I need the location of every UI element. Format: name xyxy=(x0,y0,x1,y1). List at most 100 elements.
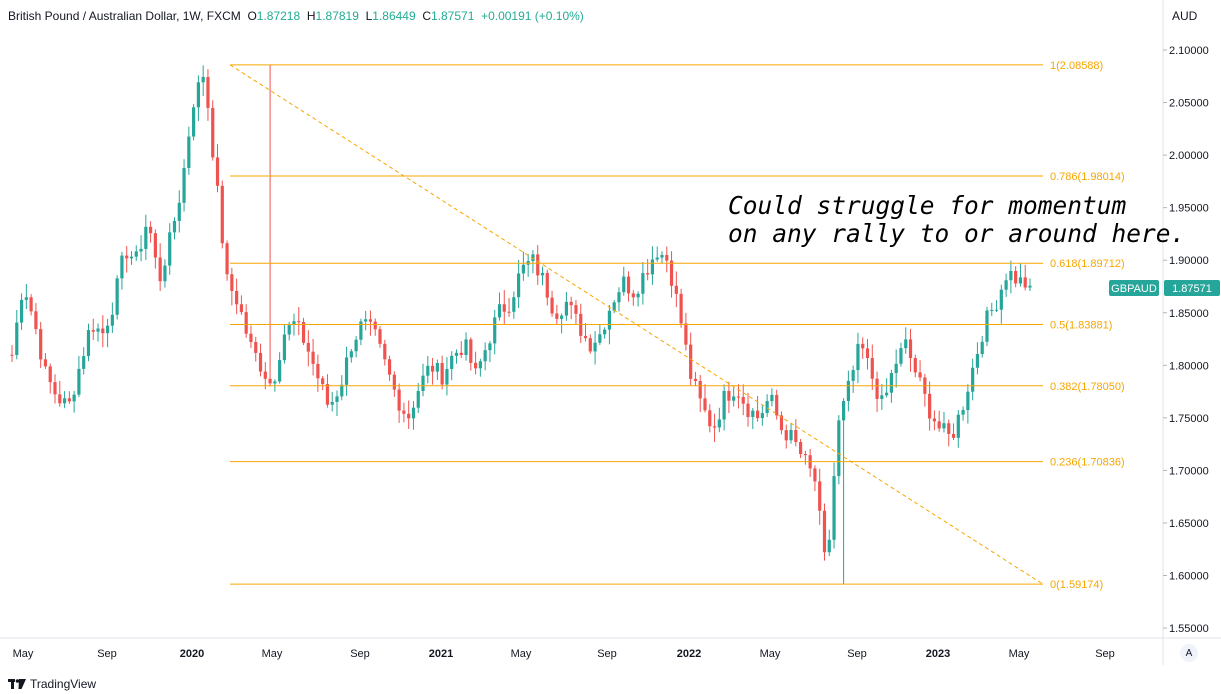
price-tag-price: 1.87571 xyxy=(1172,283,1212,295)
candle-body xyxy=(497,304,502,318)
candle-body xyxy=(120,255,124,279)
low-value: 1.86449 xyxy=(372,9,416,23)
candle-body xyxy=(631,293,635,298)
candle-body xyxy=(359,321,363,340)
candle-body xyxy=(918,372,922,378)
candle-body xyxy=(517,273,521,298)
candle-body xyxy=(86,330,91,357)
candle-body xyxy=(971,367,975,392)
candle-body xyxy=(846,380,850,402)
candle-body xyxy=(512,297,516,312)
candle-body xyxy=(301,322,306,343)
candle-body xyxy=(755,410,760,419)
price-tag-symbol: GBPAUD xyxy=(1111,283,1157,295)
candle-body xyxy=(889,373,893,393)
candle-body xyxy=(163,265,167,282)
time-tick-label: 2021 xyxy=(429,648,453,660)
candle-body xyxy=(316,363,320,379)
candle-body xyxy=(297,321,301,323)
candle-body xyxy=(521,264,525,274)
candle-body xyxy=(368,319,373,322)
candle-body xyxy=(966,391,970,411)
candle-body xyxy=(416,390,420,408)
candle-body xyxy=(842,401,846,421)
tradingview-logo-icon xyxy=(8,678,26,689)
candle-body xyxy=(426,365,430,376)
candle-body xyxy=(115,278,119,315)
tradingview-brand[interactable]: TradingView xyxy=(8,677,96,691)
candle-body xyxy=(187,136,191,168)
candle-body xyxy=(593,342,597,352)
candle-body xyxy=(101,328,105,334)
candle-body xyxy=(273,381,277,384)
candle-body xyxy=(153,233,157,258)
candle-body xyxy=(722,390,726,420)
candle-body xyxy=(24,297,28,300)
candle-body xyxy=(1009,270,1013,281)
candle-body xyxy=(736,396,741,398)
candle-body xyxy=(220,185,224,244)
candle-body xyxy=(665,254,669,261)
candle-body xyxy=(703,398,707,411)
candle-body xyxy=(172,220,177,233)
candle-body xyxy=(278,360,282,382)
candle-body xyxy=(239,304,244,313)
high-value: 1.87819 xyxy=(315,9,359,23)
candle-body xyxy=(62,398,67,404)
symbol-title: British Pound / Australian Dollar, 1W, F… xyxy=(8,9,241,23)
auto-scale-button[interactable]: A xyxy=(1180,644,1198,662)
candle-body xyxy=(450,355,454,369)
candle-body xyxy=(311,351,315,364)
candle-body xyxy=(82,356,86,369)
candle-body xyxy=(636,293,640,298)
candle-body xyxy=(765,401,769,414)
candle-body xyxy=(975,353,980,368)
time-tick-label: May xyxy=(13,648,34,660)
candle-body xyxy=(646,273,650,275)
candle-body xyxy=(569,301,573,306)
candle-body xyxy=(894,363,898,374)
candle-body xyxy=(225,243,229,275)
low-label: L xyxy=(365,9,373,23)
fib-level-label: 0(1.59174) xyxy=(1050,579,1103,591)
candle-body xyxy=(856,343,860,371)
price-tag-price-bg xyxy=(1164,280,1220,296)
price-axis: 2.10000 2.05000 2.00000 1.95000 1.90000 1.850… xyxy=(1163,45,1209,635)
candle-body xyxy=(999,289,1003,310)
candle-body xyxy=(803,453,807,456)
candle-body xyxy=(158,257,162,282)
time-tick-label: 2022 xyxy=(677,648,701,660)
candle-body xyxy=(454,352,459,356)
close-label: C xyxy=(422,9,431,23)
candle-body xyxy=(397,389,401,411)
fib-level-label: 0.618(1.89712) xyxy=(1050,258,1125,270)
candle-body xyxy=(387,359,392,375)
candle-body xyxy=(282,334,287,361)
candle-body xyxy=(674,285,678,294)
candle-body xyxy=(741,396,745,404)
candle-body xyxy=(254,342,258,353)
candle-body xyxy=(149,226,153,234)
candle-body xyxy=(488,343,492,351)
price-tick-label: 2.10000 xyxy=(1169,45,1209,57)
candle-body xyxy=(712,426,717,428)
candle-body xyxy=(473,362,478,369)
candle-body xyxy=(211,107,215,158)
candle-body xyxy=(321,378,325,385)
candle-body xyxy=(536,254,540,276)
price-tick-label: 1.60000 xyxy=(1169,571,1209,583)
candle-body xyxy=(555,313,559,319)
candle-body xyxy=(292,321,296,326)
currency-label: AUD xyxy=(1172,9,1198,23)
candle-body xyxy=(865,348,870,359)
fib-level-label: 0.5(1.83881) xyxy=(1050,320,1112,332)
candle-body xyxy=(947,423,951,434)
candle-body xyxy=(717,419,721,428)
candle-body xyxy=(215,157,220,186)
time-tick-label: May xyxy=(511,648,532,660)
candle-body xyxy=(67,398,71,402)
candle-body xyxy=(612,302,616,311)
candle-body xyxy=(994,309,999,311)
time-tick-label: Sep xyxy=(847,648,867,660)
